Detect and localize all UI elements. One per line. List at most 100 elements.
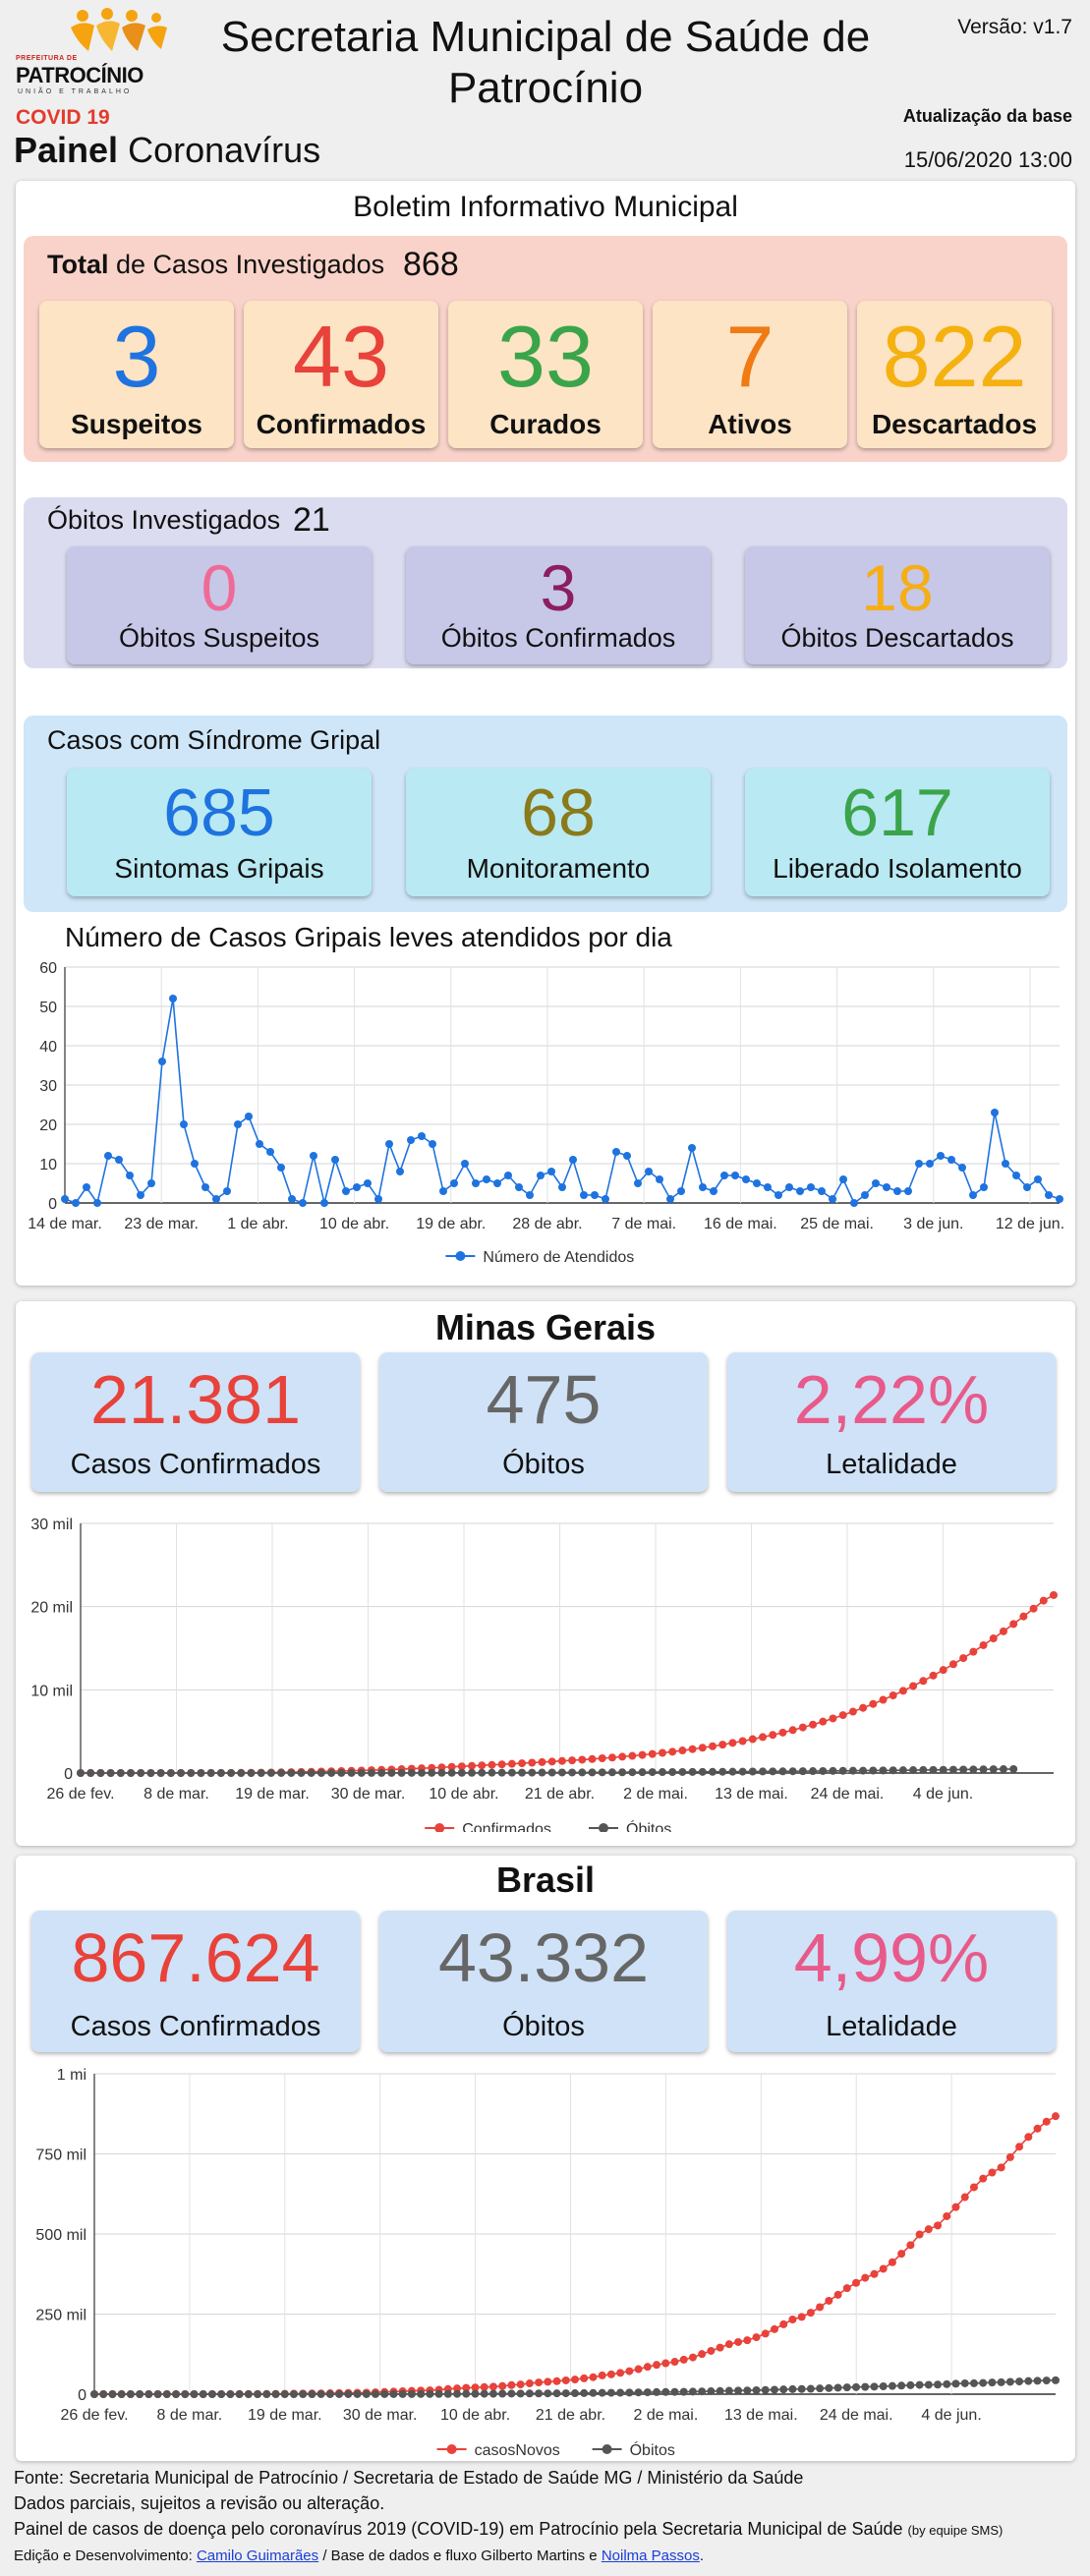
- data-point: [759, 1733, 768, 1742]
- data-point: [919, 1765, 928, 1774]
- data-point: [753, 1179, 761, 1187]
- data-point: [861, 2382, 870, 2391]
- data-point: [707, 2387, 716, 2396]
- data-point: [578, 1755, 587, 1764]
- data-point: [748, 1735, 757, 1744]
- data-point: [507, 1768, 516, 1777]
- data-point: [816, 2384, 825, 2393]
- minas-card-label: Letalidade: [826, 1449, 957, 1480]
- data-point: [552, 2389, 561, 2398]
- data-point: [207, 2390, 216, 2398]
- data-point: [526, 1191, 534, 1199]
- data-point: [353, 1183, 361, 1191]
- data-point: [146, 1769, 155, 1777]
- data-point: [888, 2258, 896, 2266]
- data-point: [568, 1756, 577, 1765]
- data-point: [429, 1140, 436, 1148]
- data-point: [969, 2378, 978, 2387]
- y-tick-label: 30: [39, 1078, 57, 1095]
- footer-source: Fonte: Secretaria Municipal de Patrocíni…: [14, 2468, 804, 2488]
- gripal-card-0: 685 Sintomas Gripais: [67, 769, 372, 896]
- minas-card-value: 21.381: [89, 1361, 302, 1438]
- data-point: [870, 2269, 879, 2278]
- data-point: [353, 2389, 362, 2398]
- data-point: [623, 1152, 631, 1160]
- data-point: [999, 1627, 1007, 1635]
- data-point: [1019, 1612, 1028, 1621]
- database-link[interactable]: Noilma Passos: [601, 2547, 700, 2564]
- total-card-3: 7 Ativos: [653, 301, 847, 448]
- data-point: [518, 1768, 527, 1777]
- data-point: [136, 2390, 144, 2398]
- obitos-card-1: 3 Óbitos Confirmados: [406, 546, 711, 664]
- x-tick-label: 16 de mai.: [704, 1216, 777, 1232]
- data-point: [897, 2250, 906, 2259]
- obitos-card-value: 0: [201, 551, 238, 624]
- brasil-title: Brasil: [495, 1860, 596, 1900]
- brasil-card-label: Óbitos: [502, 2011, 585, 2042]
- data-point: [861, 1191, 869, 1199]
- data-point: [266, 1148, 274, 1156]
- data-point: [788, 1726, 797, 1735]
- data-point: [926, 1160, 934, 1168]
- data-point: [658, 1748, 666, 1757]
- data-point: [598, 1768, 606, 1777]
- data-point: [226, 2390, 235, 2398]
- data-point: [869, 1699, 878, 1708]
- data-point: [297, 1768, 306, 1777]
- data-point: [666, 1195, 674, 1203]
- data-point: [528, 1768, 537, 1777]
- data-point: [677, 1187, 685, 1195]
- data-point: [1034, 1175, 1042, 1183]
- data-point: [256, 1140, 263, 1148]
- minas-card-value: 475: [486, 1361, 602, 1438]
- data-point: [769, 1731, 777, 1740]
- data-point: [939, 1666, 947, 1675]
- data-point: [872, 1179, 880, 1187]
- gripal-card-value: 685: [163, 775, 275, 850]
- data-point: [86, 1769, 95, 1777]
- developer-link[interactable]: Camilo Guimarães: [196, 2547, 319, 2564]
- x-tick-label: 13 de mai.: [724, 2407, 798, 2424]
- data-point: [806, 2309, 815, 2318]
- data-point: [1052, 2112, 1060, 2121]
- brasil-card-value: 4,99%: [793, 1919, 990, 1996]
- data-point: [357, 1768, 366, 1777]
- data-point: [538, 1768, 546, 1777]
- data-point: [468, 1761, 477, 1770]
- data-point: [289, 2389, 298, 2398]
- data-point: [472, 1179, 480, 1187]
- data-point: [602, 1195, 609, 1203]
- data-point: [979, 2378, 988, 2387]
- data-point: [1024, 2376, 1033, 2385]
- data-point: [447, 1768, 456, 1777]
- data-point: [625, 2388, 634, 2397]
- total-card-value: 33: [497, 308, 594, 405]
- data-point: [778, 1728, 787, 1737]
- data-point: [670, 2387, 679, 2396]
- data-point: [244, 2389, 253, 2398]
- data-point: [707, 2346, 716, 2355]
- x-tick-label: 10 de abr.: [440, 2407, 510, 2424]
- data-point: [166, 1769, 175, 1777]
- data-point: [172, 2390, 181, 2398]
- data-point: [606, 2388, 615, 2397]
- x-tick-label: 24 de mai.: [820, 2407, 893, 2424]
- data-point: [199, 2390, 207, 2398]
- gripal-card-label: Liberado Isolamento: [773, 853, 1022, 884]
- total-label: Total de Casos Investigados: [47, 250, 384, 280]
- data-point: [904, 1187, 912, 1195]
- data-point: [488, 1760, 496, 1769]
- data-point: [848, 1707, 857, 1716]
- data-point: [116, 1769, 125, 1777]
- data-point: [547, 1168, 555, 1175]
- data-point: [99, 2390, 108, 2398]
- data-point: [606, 2370, 615, 2378]
- total-card-value: 3: [112, 308, 161, 405]
- data-point: [724, 2386, 733, 2395]
- legend-label-1: Óbitos: [630, 2440, 675, 2455]
- data-point: [937, 1152, 945, 1160]
- data-point: [720, 1172, 728, 1179]
- data-point: [752, 2333, 761, 2342]
- data-point: [958, 1164, 966, 1172]
